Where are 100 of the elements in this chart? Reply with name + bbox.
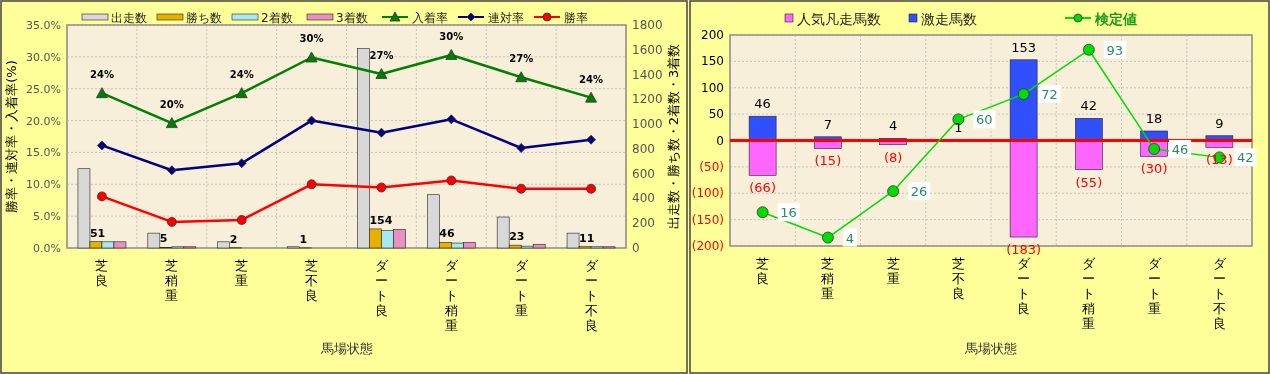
point xyxy=(446,114,457,125)
data-label: 26 xyxy=(910,184,928,200)
data-label: 4 xyxy=(845,230,855,246)
point xyxy=(236,215,247,225)
data-label: 46 xyxy=(439,227,455,241)
bar xyxy=(1009,59,1038,141)
y-tick-label: 100 xyxy=(701,80,724,95)
point xyxy=(166,165,177,176)
y2-tick-label: 600 xyxy=(632,166,655,181)
x-tick-label: ダート重 xyxy=(514,258,529,318)
y2-tick-label: 0 xyxy=(632,241,640,255)
y-tick-label: (50) xyxy=(699,159,724,174)
point xyxy=(515,71,528,83)
data-label: 153 xyxy=(1011,39,1037,55)
y-axis-title: 勝率・連対率・入着率(%) xyxy=(4,60,19,213)
point xyxy=(235,87,248,99)
data-label: 5 xyxy=(159,232,168,246)
y2-tick-label: 1800 xyxy=(632,18,663,32)
bar xyxy=(748,140,777,176)
y-tick-label: (100) xyxy=(691,186,724,201)
x-tick-label: 芝良 xyxy=(756,256,770,286)
point xyxy=(1017,88,1030,100)
x-tick-label: ダート重 xyxy=(1147,256,1162,316)
legend-label: 激走馬数 xyxy=(921,11,977,27)
y-tick-label: 0.0% xyxy=(33,242,61,255)
data-label: (55) xyxy=(1075,174,1103,190)
data-label: (15) xyxy=(814,153,842,169)
legend-label: 勝ち数 xyxy=(186,11,222,25)
y-tick-label: 150 xyxy=(701,54,724,69)
y2-tick-label: 1600 xyxy=(632,42,663,57)
data-label: 46 xyxy=(1171,141,1189,157)
data-label: (13) xyxy=(1206,152,1233,168)
x-axis-title: 馬場状態 xyxy=(964,341,1017,356)
y-tick-label: 15.0% xyxy=(26,146,61,160)
point xyxy=(585,91,597,103)
data-label: 20% xyxy=(159,99,184,111)
x-tick-label: ダート不良 xyxy=(584,258,599,333)
point xyxy=(821,231,834,244)
x-tick-label: ダート良 xyxy=(1017,256,1032,316)
point xyxy=(446,175,457,186)
data-label: 27% xyxy=(509,53,534,65)
x-tick-label: 芝稍重 xyxy=(165,258,179,303)
x-tick-label: 芝重 xyxy=(886,256,900,286)
point xyxy=(96,87,108,99)
x-tick-label: ダート稍重 xyxy=(1082,256,1097,331)
legend-label: 2着数 xyxy=(261,11,293,25)
data-label: 7 xyxy=(823,116,833,132)
data-label: 2 xyxy=(229,232,238,246)
data-label: 1 xyxy=(299,232,308,246)
x-tick-label: ダート稍重 xyxy=(444,258,459,333)
point xyxy=(516,183,527,194)
point xyxy=(586,183,596,194)
data-label: 30% xyxy=(299,33,324,45)
data-label: 30% xyxy=(439,30,464,42)
y-tick-label: 20.0% xyxy=(26,114,61,128)
legend-label: 入着率 xyxy=(412,11,448,25)
x-tick-label: ダート不良 xyxy=(1212,256,1227,331)
legend-label: 人気凡走馬数 xyxy=(797,11,881,27)
point xyxy=(97,191,107,202)
y-tick-label: 10.0% xyxy=(26,178,61,192)
y-tick-label: 50 xyxy=(708,107,724,122)
y2-tick-label: 1400 xyxy=(632,67,663,82)
data-label: 42 xyxy=(1237,150,1254,166)
point xyxy=(376,182,387,193)
x-axis-title: 馬場状態 xyxy=(319,341,373,356)
legend-label: 連対率 xyxy=(488,11,524,25)
x-tick-label: 芝重 xyxy=(235,258,249,288)
y-tick-label: (150) xyxy=(691,212,724,227)
point xyxy=(586,134,596,145)
data-label: 24% xyxy=(579,73,604,85)
point xyxy=(165,117,178,129)
y2-tick-label: 200 xyxy=(632,216,655,231)
y-tick-label: 0 xyxy=(716,133,724,148)
data-label: 23 xyxy=(509,230,525,244)
data-label: (30) xyxy=(1140,161,1168,177)
point xyxy=(1082,43,1095,56)
legend-label: 検定値 xyxy=(1094,11,1137,27)
x-tick-label: 芝良 xyxy=(95,258,109,288)
data-label: 24% xyxy=(89,69,114,81)
data-label: 60 xyxy=(976,112,993,128)
point xyxy=(166,216,177,227)
point xyxy=(887,185,900,198)
data-label: 42 xyxy=(1080,98,1098,114)
y2-axis-title: 出走数・勝ち数・2着数・3着数 xyxy=(666,43,681,230)
point xyxy=(516,143,527,153)
y-tick-label: (200) xyxy=(691,239,724,253)
point xyxy=(305,51,318,63)
x-tick-label: 芝不良 xyxy=(951,256,965,301)
point xyxy=(445,49,458,60)
data-label: 154 xyxy=(369,213,393,227)
bar xyxy=(748,115,777,141)
y-tick-label: 5.0% xyxy=(33,210,61,224)
data-label: 51 xyxy=(89,226,106,240)
data-label: 16 xyxy=(780,205,797,221)
data-label: (183) xyxy=(1006,242,1042,258)
data-label: 93 xyxy=(1106,42,1124,58)
data-label: (66) xyxy=(749,180,776,196)
data-label: 24% xyxy=(229,69,254,81)
data-label: 9 xyxy=(1215,115,1224,131)
bar xyxy=(1075,140,1103,170)
